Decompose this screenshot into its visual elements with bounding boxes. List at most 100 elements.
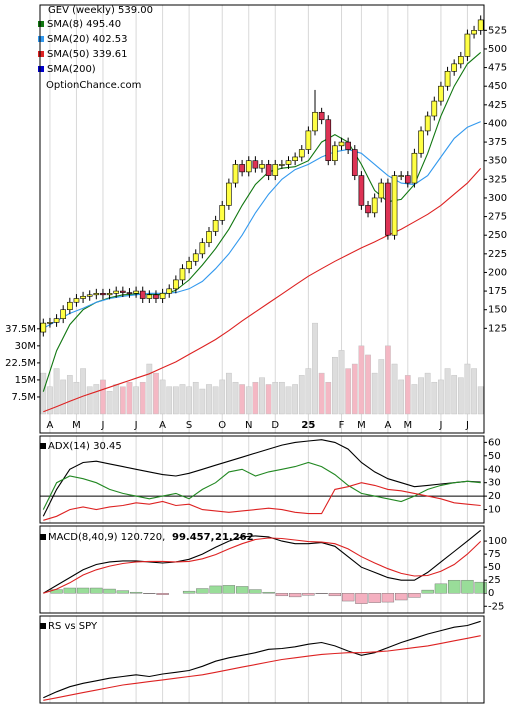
candle-body — [173, 279, 179, 290]
candle-body — [60, 309, 67, 319]
volume-bar — [80, 368, 86, 415]
volume-bar — [226, 372, 232, 415]
volume-bar — [279, 381, 285, 415]
x-tick-label: M — [403, 420, 412, 431]
histogram-bar — [275, 593, 289, 597]
histogram-bar — [196, 588, 209, 594]
volume-bar — [252, 381, 259, 415]
volume-bar — [159, 379, 166, 415]
y-tick-label: 0 — [488, 588, 494, 599]
y-tick-label: 450 — [488, 81, 507, 92]
histogram-bar — [116, 590, 130, 594]
candle-body — [226, 182, 232, 206]
volume-bar — [398, 379, 405, 415]
y-tick-label: 10 — [488, 505, 501, 516]
title-swatch — [40, 623, 46, 629]
y-tick-label: 40 — [488, 464, 501, 475]
volume-bar — [404, 375, 411, 415]
candle-body — [179, 268, 186, 281]
y-tick-label: 425 — [488, 100, 507, 111]
panel-title: MACD(8,40,9) 120.720, — [48, 532, 165, 543]
volume-bar — [40, 372, 47, 415]
candle-body — [47, 322, 53, 324]
volume-bar — [358, 345, 365, 415]
x-tick-label: J — [438, 420, 442, 431]
candle-body — [391, 175, 398, 236]
candle-body — [126, 292, 133, 294]
volume-bar — [245, 386, 252, 415]
y-tick-label: 325 — [488, 174, 507, 185]
volume-bar — [66, 375, 73, 415]
histogram-bar — [63, 587, 76, 594]
histogram-bar — [182, 590, 196, 594]
candle-body — [239, 164, 245, 173]
y-tick-label: 200 — [488, 267, 507, 278]
histogram-bar — [381, 593, 395, 603]
volume-bar — [113, 384, 120, 415]
candle-body — [457, 56, 464, 65]
candle-body — [358, 175, 365, 206]
candle-body — [146, 294, 153, 299]
histogram-bar — [249, 589, 262, 594]
x-tick-label: A — [384, 420, 391, 431]
candle-body — [477, 19, 484, 31]
volume-bar — [106, 391, 113, 415]
candle-body — [53, 318, 60, 323]
candle-body — [252, 160, 259, 169]
x-tick-label: J — [134, 420, 138, 431]
candle-body — [86, 294, 93, 297]
volume-bar — [332, 356, 338, 415]
x-tick-label: M — [357, 420, 366, 431]
candle-body — [378, 182, 385, 199]
histogram-bar — [222, 585, 236, 594]
legend-swatch — [38, 51, 44, 57]
candle-body — [259, 164, 265, 169]
y-tick-label: 300 — [488, 193, 507, 204]
candle-body — [73, 298, 80, 303]
x-tick-label: A — [47, 420, 54, 431]
volume-bar — [292, 384, 298, 415]
candle-body — [318, 111, 325, 121]
indicator-line — [43, 482, 481, 521]
candle-body — [338, 141, 345, 147]
candle-body — [431, 100, 438, 117]
candle-body — [219, 205, 226, 221]
y-tick-label: 350 — [488, 156, 507, 167]
histogram-bar — [368, 593, 381, 603]
histogram-bar — [262, 591, 275, 594]
candle-body — [418, 130, 424, 154]
y-tick-label: -25 — [488, 601, 504, 612]
histogram-bar — [474, 581, 487, 594]
y-tick-label: 375 — [488, 137, 507, 148]
volume-bar — [471, 368, 477, 415]
volume-bar — [418, 377, 424, 415]
y-tick-label: 500 — [488, 44, 507, 55]
y-tick-label: 50 — [488, 562, 501, 573]
volume-tick-label: 7.5M — [11, 392, 36, 403]
candle-body — [212, 220, 219, 232]
volume-bar — [219, 379, 226, 415]
candle-body — [100, 293, 106, 296]
legend-label: SMA(200) — [47, 64, 96, 75]
legend-swatch — [38, 36, 44, 42]
candle-body — [93, 293, 100, 296]
y-tick-label: 175 — [488, 286, 507, 297]
candle-body — [325, 119, 332, 162]
x-tick-label: 25 — [301, 420, 315, 431]
volume-bar — [239, 384, 245, 415]
candle-body — [332, 145, 338, 162]
y-tick-label: 275 — [488, 212, 507, 223]
volume-bar — [385, 345, 391, 415]
histogram-bar — [461, 579, 474, 594]
x-tick-label: F — [339, 420, 345, 431]
volume-bar — [457, 377, 464, 415]
volume-bar — [431, 381, 438, 415]
volume-bar — [371, 372, 378, 415]
candle-body — [471, 30, 477, 35]
candle-body — [411, 152, 418, 184]
legend-swatch — [38, 21, 44, 27]
x-tick-label: J — [100, 420, 104, 431]
histogram-value: 21.262 — [215, 532, 254, 543]
histogram-bar — [302, 593, 315, 596]
